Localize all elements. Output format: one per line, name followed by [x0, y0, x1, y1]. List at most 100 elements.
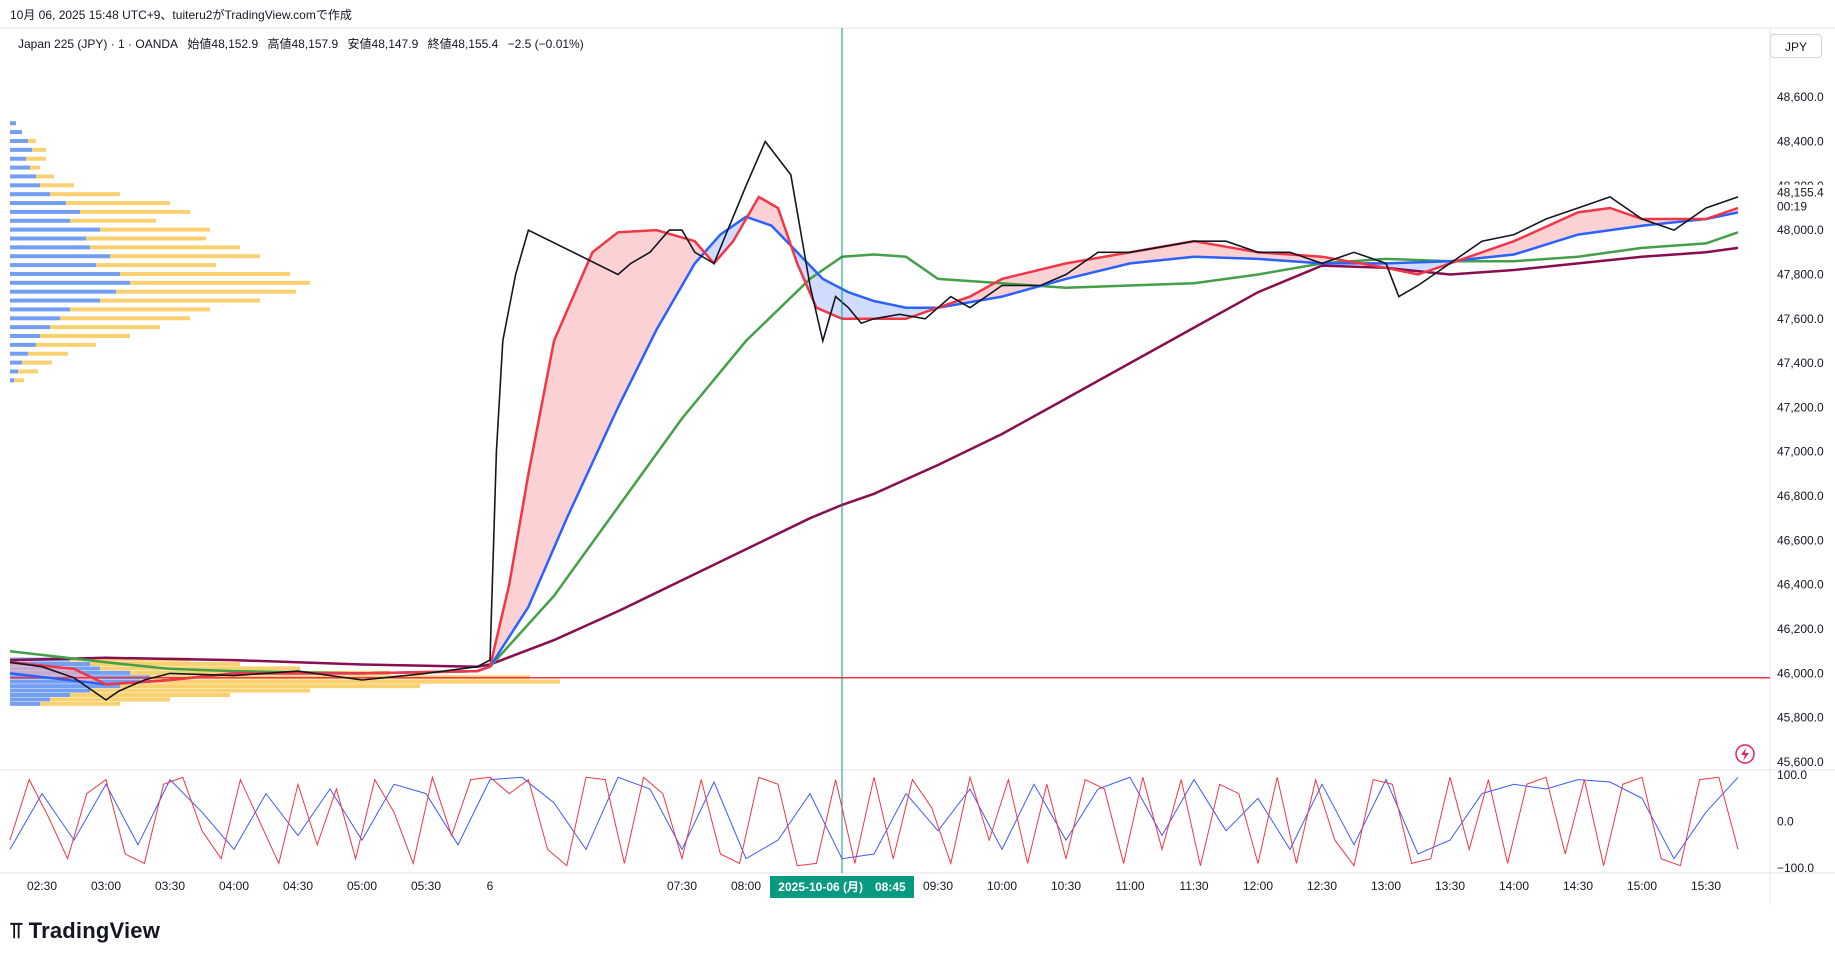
volume-profile-bar-sell: [18, 369, 38, 374]
time-tick-label: 15:30: [1691, 879, 1721, 893]
volume-profile-bar-buy: [10, 298, 100, 303]
volume-profile-bar-sell: [50, 325, 160, 330]
volume-profile-bar-buy: [10, 147, 32, 152]
volume-profile-bar-buy: [10, 360, 22, 365]
volume-profile-bar-buy: [10, 351, 28, 356]
volume-profile-bar-buy: [10, 693, 70, 698]
time-tick-label: 08:00: [731, 879, 761, 893]
volume-profile-bar-buy: [10, 209, 80, 214]
legend-high: 高値48,157.9: [267, 37, 339, 51]
volume-profile-bar-sell: [50, 192, 120, 197]
volume-profile-bar-buy: [10, 307, 70, 312]
price-tick-label: 45,800.0: [1777, 711, 1824, 725]
crosshair-time-badge: [770, 876, 914, 898]
volume-profile-bar-buy: [10, 183, 40, 188]
oscillator-pane: [9, 775, 1739, 867]
last-price-badge: [1771, 184, 1831, 215]
volume-profile-bar-sell: [36, 174, 54, 179]
chart-axes: 48,600.048,400.048,200.048,000.047,800.0…: [27, 90, 1831, 898]
osc-tick-label: 0.0: [1777, 815, 1794, 829]
fill-area-bullish: [10, 230, 704, 685]
volume-profile-bar-buy: [10, 289, 116, 294]
brand-name: TradingView: [28, 918, 161, 943]
time-tick-label: 11:00: [1115, 879, 1144, 893]
osc-tick-label: 100.0: [1777, 768, 1807, 782]
volume-profile-bar-buy: [10, 688, 90, 693]
volume-profile-bar-sell: [90, 661, 240, 666]
time-tick-label: 12:00: [1243, 879, 1273, 893]
time-tick-label: 13:30: [1435, 879, 1465, 893]
currency-button[interactable]: JPY: [1770, 34, 1822, 58]
time-tick-label: 04:00: [219, 879, 249, 893]
time-tick-label: 13:00: [1371, 879, 1401, 893]
volume-profile-bar-buy: [10, 165, 30, 170]
volume-profile-bar-buy: [10, 263, 96, 268]
tradingview-logo[interactable]: ⫪ TradingView: [10, 918, 160, 944]
volume-profile-bar-sell: [70, 307, 210, 312]
volume-profile-bar-buy: [10, 174, 36, 179]
chart-markers: [1735, 744, 1755, 764]
volume-profile-bar-buy: [10, 325, 50, 330]
time-tick-label: 09:30: [923, 879, 953, 893]
time-tick-label: 10:30: [1051, 879, 1081, 893]
price-tick-label: 47,000.0: [1777, 445, 1824, 459]
symbol-legend: Japan 225 (JPY) · 1 · OANDA 始値48,152.9 高…: [18, 35, 590, 52]
volume-profile-bar-buy: [10, 271, 120, 276]
volume-profile-bar-sell: [28, 351, 68, 356]
fill-area-bullish: [1461, 208, 1738, 260]
chart-canvas[interactable]: 48,600.048,400.048,200.048,000.047,800.0…: [0, 0, 1835, 905]
volume-profile-bar-buy: [10, 138, 28, 143]
ma-fast-line: [9, 195, 1739, 686]
volume-profile-bar-buy: [10, 342, 36, 347]
volume-profile-bar-sell: [30, 165, 40, 170]
ma-slow-line: [9, 231, 1739, 675]
price-tick-label: 48,400.0: [1777, 134, 1824, 148]
volume-profile-bar-sell: [100, 298, 260, 303]
volume-profile-bar-buy: [10, 684, 120, 689]
time-tick-label: 04:30: [283, 879, 313, 893]
legend-open: 始値48,152.9: [187, 37, 259, 51]
volume-profile-bar-sell: [70, 657, 190, 662]
volume-profile-bar-sell: [22, 360, 52, 365]
volume-profile-bar-buy: [10, 280, 130, 285]
volume-profile-bar-buy: [10, 701, 40, 706]
price-tick-label: 46,000.0: [1777, 666, 1824, 680]
volume-profile-bar-sell: [26, 156, 46, 161]
tradingview-logo-icon: ⫪: [10, 918, 23, 943]
time-tick-label: 05:00: [347, 879, 377, 893]
volume-profile-bar-sell: [80, 209, 190, 214]
symbol-name[interactable]: Japan 225 (JPY) · 1 · OANDA: [18, 37, 179, 51]
fill-area-bearish: [706, 217, 745, 264]
volume-profile-bar-sell: [90, 688, 310, 693]
volume-profile-bar-buy: [10, 369, 18, 374]
price-tick-label: 48,600.0: [1777, 90, 1824, 104]
volume-profile-bar-sell: [96, 263, 216, 268]
volume-profile-bar-buy: [10, 245, 90, 250]
volume-profile: [10, 121, 560, 706]
price-tick-label: 46,400.0: [1777, 578, 1824, 592]
price-tick-label: 46,200.0: [1777, 622, 1824, 636]
legend-change: −2.5 (−0.01%): [507, 37, 584, 51]
volume-profile-bar-sell: [116, 289, 296, 294]
ma-long-line: [9, 246, 1739, 668]
fill-area-bearish: [793, 248, 937, 319]
time-tick-label: 03:30: [155, 879, 185, 893]
time-tick-label: 14:00: [1499, 879, 1529, 893]
alert-icon[interactable]: [1735, 744, 1755, 764]
price-tick-label: 48,000.0: [1777, 223, 1824, 237]
volume-profile-bar-sell: [14, 378, 24, 383]
volume-profile-bar-buy: [10, 697, 50, 702]
price-tick-label: 46,600.0: [1777, 533, 1824, 547]
volume-profile-bar-sell: [110, 254, 260, 259]
chart-snapshot-caption: 10月 06, 2025 15:48 UTC+9、tuiteru2がTradin…: [10, 8, 352, 22]
price-tick-label: 47,400.0: [1777, 356, 1824, 370]
osc-tick-label: −100.0: [1777, 861, 1814, 875]
price-tick-label: 47,600.0: [1777, 312, 1824, 326]
time-tick-label: 6: [487, 879, 494, 893]
time-tick-label: 11:30: [1179, 879, 1208, 893]
price-tick-label: 46,800.0: [1777, 489, 1824, 503]
last-price-label: 48,155.4: [1777, 186, 1824, 200]
volume-profile-bar-sell: [120, 684, 420, 689]
volume-profile-bar-buy: [10, 227, 100, 232]
legend-close: 終値48,155.4: [427, 37, 499, 51]
